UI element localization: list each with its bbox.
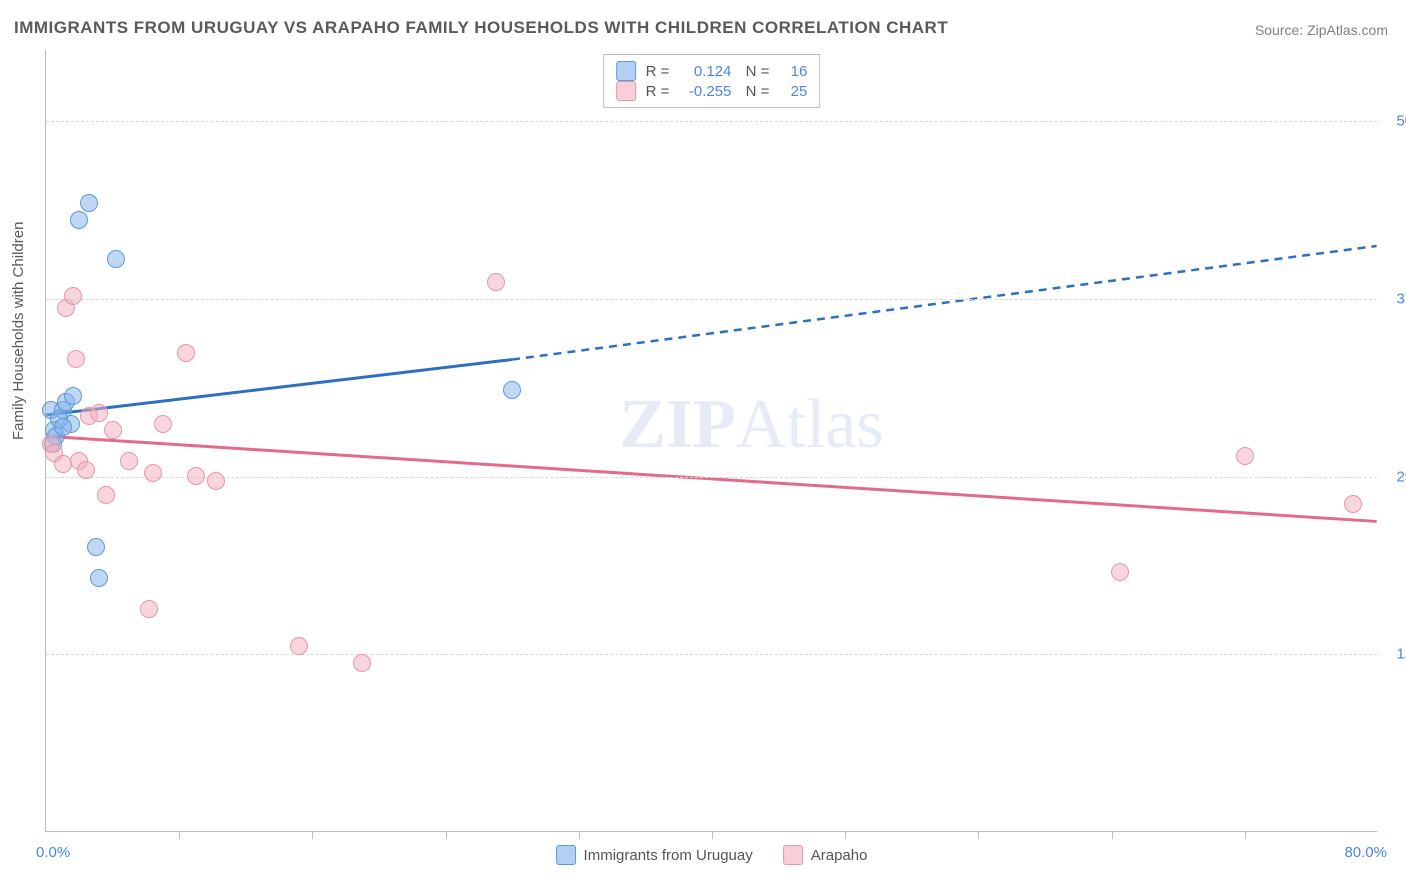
chart-container: IMMIGRANTS FROM URUGUAY VS ARAPAHO FAMIL… <box>0 0 1406 892</box>
x-axis-min-label: 0.0% <box>36 844 70 861</box>
legend-row-pink: R = -0.255 N = 25 <box>616 81 808 101</box>
data-point-blue <box>503 381 521 399</box>
data-point-pink <box>487 273 505 291</box>
data-point-pink <box>77 461 95 479</box>
data-point-pink <box>1236 447 1254 465</box>
data-point-blue <box>107 250 125 268</box>
x-tick <box>579 831 580 839</box>
x-tick <box>1112 831 1113 839</box>
legend-n-value-blue: 16 <box>779 63 807 80</box>
chart-title: IMMIGRANTS FROM URUGUAY VS ARAPAHO FAMIL… <box>14 18 948 38</box>
x-tick <box>446 831 447 839</box>
data-point-pink <box>1344 495 1362 513</box>
swatch-pink-icon <box>783 845 803 865</box>
y-axis-label: Family Households with Children <box>10 222 27 440</box>
source-label: Source: ZipAtlas.com <box>1255 22 1388 38</box>
legend-bottom-item-pink: Arapaho <box>783 845 868 865</box>
gridline-h <box>46 121 1377 122</box>
data-point-pink <box>54 455 72 473</box>
legend-bottom-label: Immigrants from Uruguay <box>584 847 753 864</box>
data-point-blue <box>54 418 72 436</box>
watermark: ZIPAtlas <box>619 385 883 465</box>
data-point-pink <box>187 467 205 485</box>
data-point-pink <box>120 452 138 470</box>
legend-bottom-label: Arapaho <box>811 847 868 864</box>
x-axis-max-label: 80.0% <box>1344 844 1387 861</box>
legend-row-blue: R = 0.124 N = 16 <box>616 61 808 81</box>
gridline-h <box>46 477 1377 478</box>
legend-n-value-pink: 25 <box>779 83 807 100</box>
legend-n-label: N = <box>741 83 769 100</box>
legend-top: R = 0.124 N = 16 R = -0.255 N = 25 <box>603 54 821 108</box>
legend-r-label: R = <box>646 63 670 80</box>
x-tick <box>179 831 180 839</box>
data-point-pink <box>353 654 371 672</box>
data-point-pink <box>177 344 195 362</box>
swatch-blue-icon <box>616 61 636 81</box>
legend-r-value-blue: 0.124 <box>679 63 731 80</box>
trend-lines-svg <box>46 50 1377 831</box>
x-tick <box>312 831 313 839</box>
data-point-blue <box>64 387 82 405</box>
x-tick <box>845 831 846 839</box>
data-point-blue <box>90 569 108 587</box>
plot-area: ZIPAtlas R = 0.124 N = 16 R = -0.255 N =… <box>45 50 1377 832</box>
swatch-blue-icon <box>556 845 576 865</box>
data-point-pink <box>90 404 108 422</box>
y-tick-label: 25.0% <box>1396 468 1406 485</box>
y-tick-label: 37.5% <box>1396 290 1406 307</box>
data-point-blue <box>80 194 98 212</box>
legend-r-value-pink: -0.255 <box>679 83 731 100</box>
data-point-pink <box>154 415 172 433</box>
data-point-pink <box>104 421 122 439</box>
data-point-pink <box>290 637 308 655</box>
y-tick-label: 50.0% <box>1396 113 1406 130</box>
legend-n-label: N = <box>741 63 769 80</box>
data-point-pink <box>140 600 158 618</box>
legend-bottom-item-blue: Immigrants from Uruguay <box>556 845 753 865</box>
data-point-pink <box>144 464 162 482</box>
x-tick <box>978 831 979 839</box>
gridline-h <box>46 654 1377 655</box>
data-point-pink <box>207 472 225 490</box>
data-point-pink <box>64 287 82 305</box>
x-tick <box>1245 831 1246 839</box>
data-point-pink <box>1111 563 1129 581</box>
x-tick <box>712 831 713 839</box>
gridline-h <box>46 299 1377 300</box>
data-point-blue <box>87 538 105 556</box>
legend-r-label: R = <box>646 83 670 100</box>
data-point-blue <box>70 211 88 229</box>
data-point-pink <box>67 350 85 368</box>
data-point-pink <box>97 486 115 504</box>
swatch-pink-icon <box>616 81 636 101</box>
legend-bottom: Immigrants from Uruguay Arapaho <box>556 845 868 865</box>
y-tick-label: 12.5% <box>1396 646 1406 663</box>
